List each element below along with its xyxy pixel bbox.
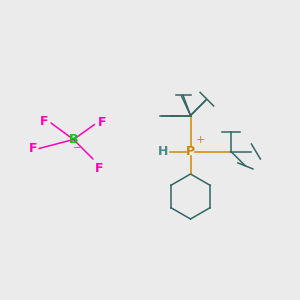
Text: B: B (69, 133, 78, 146)
Text: −: − (73, 143, 82, 153)
Text: F: F (29, 142, 38, 155)
Text: F: F (94, 162, 103, 175)
Text: F: F (40, 115, 48, 128)
Text: H: H (158, 145, 169, 158)
Text: +: + (195, 135, 205, 145)
Text: F: F (98, 116, 106, 130)
Text: P: P (186, 145, 195, 158)
